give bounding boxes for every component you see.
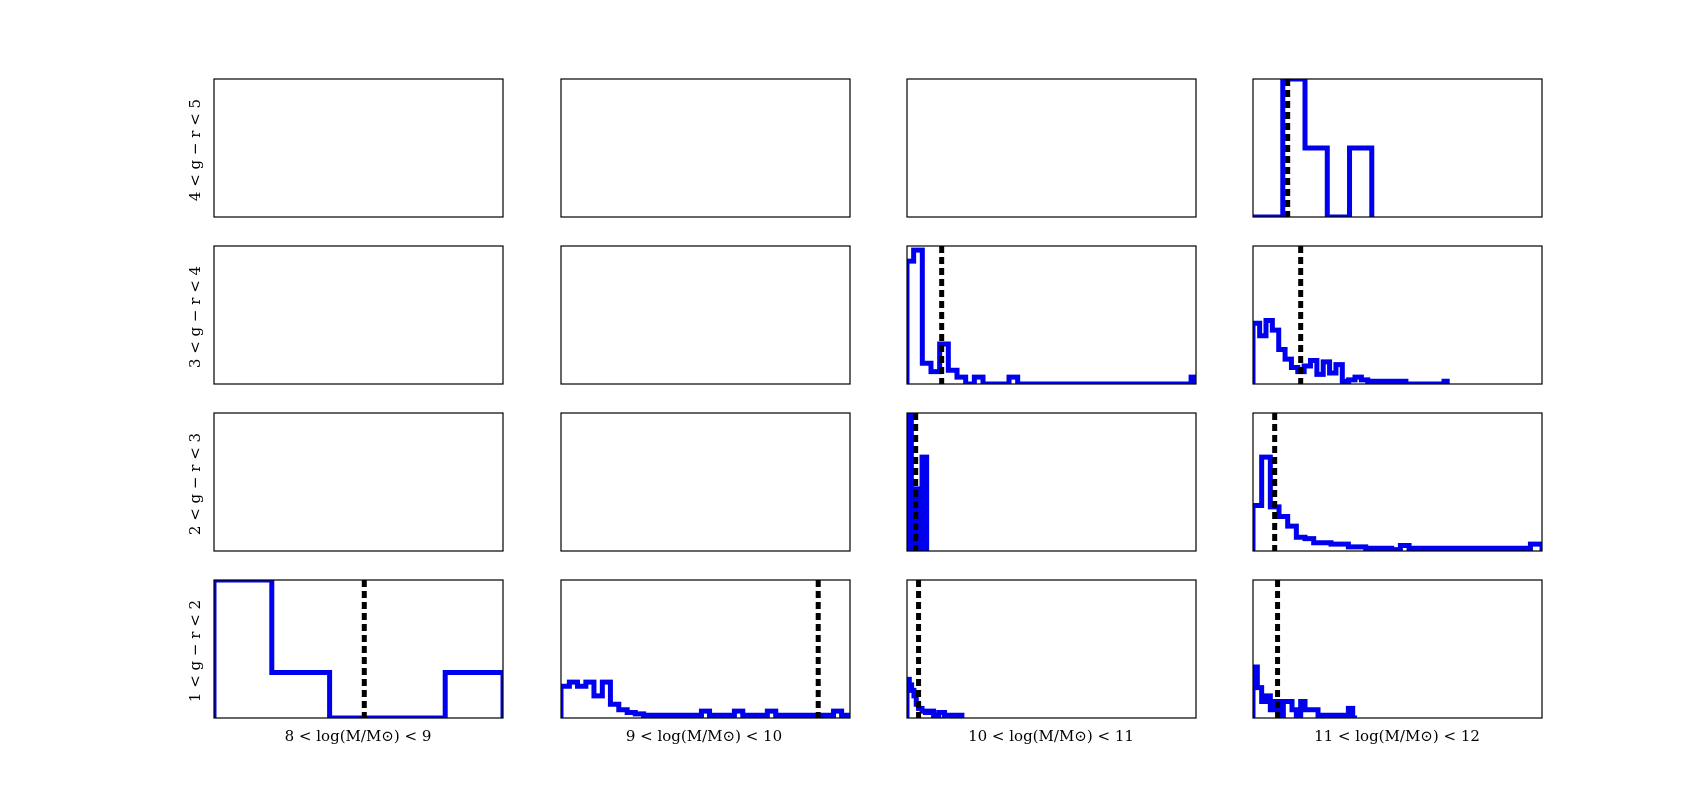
col-label-0: 8 < log(M/M⊙) < 9 — [285, 727, 432, 745]
col-label-2: 10 < log(M/M⊙) < 11 — [968, 727, 1134, 745]
histogram-panel-r0-c0 — [213, 78, 504, 218]
histogram-panel-r0-c3 — [1252, 78, 1543, 218]
histogram-panel-r3-c3 — [1252, 579, 1543, 719]
panel-frame-r1-c2 — [906, 245, 1197, 385]
histogram-step-r1-c2 — [907, 247, 1196, 384]
panels — [213, 78, 1543, 719]
panel-frame-r3-c0 — [213, 579, 504, 719]
panel-frame-r2-c1 — [560, 412, 851, 552]
histogram-step-r2-c3 — [1253, 454, 1542, 551]
histogram-step-r0-c3 — [1253, 79, 1375, 217]
histogram-step-r1-c3 — [1253, 318, 1450, 384]
col-label-1: 9 < log(M/M⊙) < 10 — [626, 727, 782, 745]
panel-frame-r0-c2 — [906, 78, 1197, 218]
panel-frame-r1-c3 — [1252, 245, 1543, 385]
histogram-step-r3-c2 — [907, 676, 965, 718]
histogram-step-r2-c2 — [907, 413, 930, 551]
histogram-panel-r1-c3 — [1252, 245, 1543, 385]
histogram-panel-r2-c0 — [213, 412, 504, 552]
histogram-panel-r1-c1 — [560, 245, 851, 385]
row-labels: 4 < g − r < 5 3 < g − r < 4 2 < g − r < … — [186, 99, 204, 702]
histogram-panel-r1-c2 — [906, 245, 1197, 385]
panel-frame-r2-c2 — [906, 412, 1197, 552]
row-label-3: 1 < g − r < 2 — [186, 600, 204, 702]
histogram-panel-r2-c3 — [1252, 412, 1543, 552]
panel-frame-r1-c0 — [213, 245, 504, 385]
histogram-panel-r2-c2 — [906, 412, 1197, 552]
panel-frame-r2-c3 — [1252, 412, 1543, 552]
panel-frame-r3-c3 — [1252, 579, 1543, 719]
panel-frame-r0-c3 — [1252, 78, 1543, 218]
panel-frame-r2-c0 — [213, 412, 504, 552]
histogram-panel-r3-c2 — [906, 579, 1197, 719]
panel-frame-r0-c0 — [213, 78, 504, 218]
histogram-step-r3-c3 — [1253, 664, 1358, 718]
column-labels: 8 < log(M/M⊙) < 9 9 < log(M/M⊙) < 10 10 … — [285, 727, 1480, 745]
row-label-1: 3 < g − r < 4 — [186, 266, 204, 368]
histogram-panel-r2-c1 — [560, 412, 851, 552]
row-label-2: 2 < g − r < 3 — [186, 433, 204, 535]
panel-frame-r1-c1 — [560, 245, 851, 385]
row-label-0: 4 < g − r < 5 — [186, 99, 204, 201]
histogram-panel-r0-c1 — [560, 78, 851, 218]
histogram-step-r3-c1 — [561, 679, 850, 718]
panel-frame-r0-c1 — [560, 78, 851, 218]
panel-frame-r3-c2 — [906, 579, 1197, 719]
histogram-panel-r0-c2 — [906, 78, 1197, 218]
histogram-panel-r3-c0 — [213, 579, 504, 719]
histogram-step-r3-c0 — [214, 580, 503, 718]
histogram-panel-r1-c0 — [213, 245, 504, 385]
histogram-panel-r3-c1 — [560, 579, 851, 719]
col-label-3: 11 < log(M/M⊙) < 12 — [1314, 727, 1480, 745]
panel-frame-r3-c1 — [560, 579, 851, 719]
